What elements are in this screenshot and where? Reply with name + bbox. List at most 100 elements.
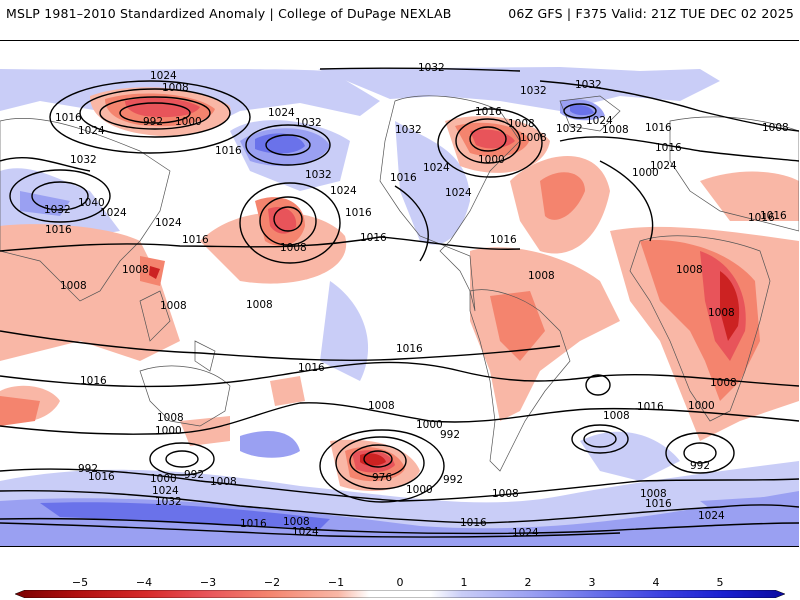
contour-label: 992	[690, 460, 710, 472]
contour-label: 1024	[292, 526, 319, 538]
colorbar-tick-label: 4	[652, 576, 660, 589]
contour-label: 992	[143, 116, 163, 128]
contour-label: 1016	[637, 401, 664, 413]
contour-label: 1008	[280, 242, 307, 254]
contour-label: 1016	[182, 234, 209, 246]
contour-label: 1016	[45, 224, 72, 236]
contour-label: 1032	[70, 154, 97, 166]
contour-label: 1032	[395, 124, 422, 136]
contour-label: 1016	[460, 517, 487, 529]
contour-label: 1024	[150, 70, 177, 82]
contour-label: 1008	[60, 280, 87, 292]
contour-label: 1008	[520, 132, 547, 144]
colorbar-tick-label: −3	[199, 576, 217, 589]
contour-label: 1008	[602, 124, 629, 136]
contour-label: 1000	[175, 116, 202, 128]
contour-label: 1024	[698, 510, 725, 522]
colorbar-tick-label: −4	[135, 576, 153, 589]
isobar-contours	[0, 67, 799, 538]
colorbar-tick-label: 1	[460, 576, 468, 589]
contour-label: 1024	[330, 185, 357, 197]
contour-label: 1016	[475, 106, 502, 118]
negative-anomaly-extreme	[149, 266, 740, 466]
contour-label: 992	[443, 474, 463, 486]
contour-label: 1016	[490, 234, 517, 246]
contour-label: 1008	[640, 488, 667, 500]
contour-label: 1016	[655, 142, 682, 154]
contour-label: 1016	[748, 212, 775, 224]
contour-label: 1032	[418, 62, 445, 74]
contour-label: 1016	[360, 232, 387, 244]
contour-label: 1016	[88, 471, 115, 483]
contour-label: 1032	[305, 169, 332, 181]
contour-label: 1008	[210, 476, 237, 488]
map-title: MSLP 1981–2010 Standardized Anomaly | Co…	[6, 6, 452, 21]
contour-label: 1008	[710, 377, 737, 389]
contour-label: 1024	[100, 207, 127, 219]
contour-label: 1016	[390, 172, 417, 184]
contour-label: 1008	[162, 82, 189, 94]
contour-label: 1016	[215, 145, 242, 157]
contour-labels: 1024 1008 992 1000 1016 1024 1024 1032 1…	[44, 62, 789, 539]
contour-label: 1016	[80, 375, 107, 387]
contour-label: 1024	[445, 187, 472, 199]
contour-label: 1024	[423, 162, 450, 174]
contour-label: 1008	[492, 488, 519, 500]
contour-label: 1016	[645, 122, 672, 134]
colorbar-tick-label: 5	[716, 576, 724, 589]
contour-label: 1040	[78, 197, 105, 209]
contour-label: 1016	[240, 518, 267, 530]
contour-label: 1024	[650, 160, 677, 172]
colorbar-tick-label: 0	[396, 576, 404, 589]
contour-label: 1032	[575, 79, 602, 91]
contour-label: 1008	[528, 270, 555, 282]
contour-label: 1024	[152, 485, 179, 497]
contour-label: 1008	[676, 264, 703, 276]
colorbar-tick-label: 3	[588, 576, 596, 589]
contour-label: 1000	[478, 154, 505, 166]
contour-label: 1008	[508, 118, 535, 130]
contour-label: 1008	[762, 122, 789, 134]
contour-label: 1032	[556, 123, 583, 135]
contour-label: 1024	[78, 125, 105, 137]
contour-label: 1000	[155, 425, 182, 437]
colorbar-tick-label: −2	[263, 576, 281, 589]
contour-label: 1024	[155, 217, 182, 229]
contour-label: 1000	[150, 473, 177, 485]
contour-label: 1032	[295, 117, 322, 129]
contour-label: 1008	[157, 412, 184, 424]
contour-label: 1008	[283, 516, 310, 528]
contour-label: 1016	[345, 207, 372, 219]
colorbar-tick-label: −1	[327, 576, 345, 589]
contour-label: 992	[184, 469, 204, 481]
model-run-info: 06Z GFS | F375 Valid: 21Z TUE DEC 02 202…	[508, 6, 794, 21]
contour-label: 992	[78, 463, 98, 475]
contour-label: 1016	[298, 362, 325, 374]
contour-label: 1008	[246, 299, 273, 311]
contour-label: 1008	[368, 400, 395, 412]
contour-label: 1032	[520, 85, 547, 97]
contour-label: 1008	[122, 264, 149, 276]
contour-label: 1024	[512, 527, 539, 539]
land-outlines	[0, 95, 799, 472]
contour-label: 976	[372, 472, 392, 484]
contour-label: 1016	[645, 498, 672, 510]
contour-label: 1000	[406, 484, 433, 496]
contour-label: 1032	[155, 496, 182, 508]
contour-label: 1032	[44, 204, 71, 216]
contour-label: 1000	[632, 167, 659, 179]
contour-label: 1000	[688, 400, 715, 412]
colorbar	[15, 590, 785, 598]
contour-label: 1016	[55, 112, 82, 124]
contour-label: 992	[440, 429, 460, 441]
contour-label: 1024	[268, 107, 295, 119]
contour-label: 1008	[708, 307, 735, 319]
contour-label: 1024	[586, 115, 613, 127]
contour-label: 1016	[396, 343, 423, 355]
anomaly-map: 1024 1008 992 1000 1016 1024 1024 1032 1…	[0, 40, 799, 547]
contour-label: 1008	[603, 410, 630, 422]
colorbar-labels: −5 −4 −3 −2 −1 0 1 2 3 4 5	[0, 573, 800, 600]
contour-label: 1008	[160, 300, 187, 312]
contour-label: 1000	[416, 419, 443, 431]
colorbar-tick-label: 2	[524, 576, 532, 589]
